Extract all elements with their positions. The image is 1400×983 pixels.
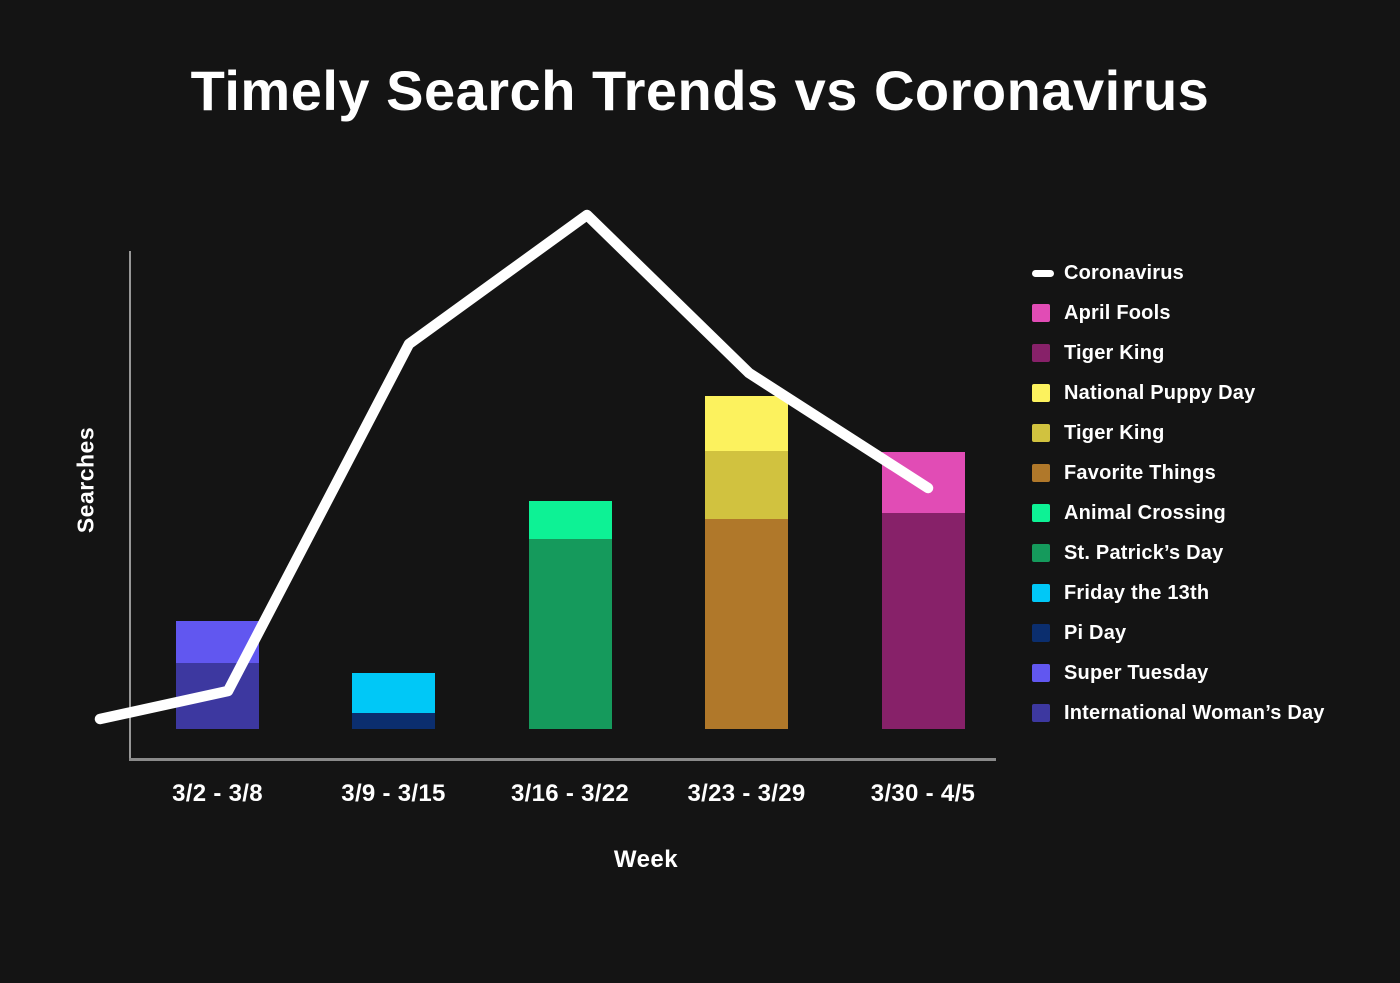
legend-square-swatch-icon — [1032, 464, 1054, 482]
x-axis-label: Week — [613, 846, 679, 873]
legend-item-label: Tiger King — [1064, 341, 1165, 364]
x-tick-label: 3/2 - 3/8 — [172, 780, 263, 807]
legend-item-label: Animal Crossing — [1064, 501, 1226, 524]
x-tick-label: 3/16 - 3/22 — [510, 780, 630, 807]
legend-item: Friday the 13th — [1032, 573, 1325, 613]
legend-square-swatch-icon — [1032, 304, 1054, 322]
legend-square-swatch-icon — [1032, 384, 1054, 402]
legend: Coronavirus April Fools Tiger King National… — [1032, 253, 1325, 733]
legend-item: April Fools — [1032, 293, 1325, 333]
legend-item: Tiger King — [1032, 413, 1325, 453]
legend-square-swatch-icon — [1032, 344, 1054, 362]
legend-square-swatch-icon — [1032, 624, 1054, 642]
legend-item: Favorite Things — [1032, 453, 1325, 493]
x-tick-label: 3/30 - 4/5 — [870, 780, 976, 807]
legend-item-label: Tiger King — [1064, 421, 1165, 444]
legend-item-label: April Fools — [1064, 301, 1171, 324]
legend-item: International Woman’s Day — [1032, 693, 1325, 733]
legend-item: Pi Day — [1032, 613, 1325, 653]
legend-item-label: Coronavirus — [1064, 261, 1185, 284]
x-tick-label: 3/9 - 3/15 — [341, 780, 446, 807]
chart-title: Timely Search Trends vs Coronavirus — [190, 59, 1210, 122]
legend-item: Coronavirus — [1032, 253, 1325, 293]
legend-item: Tiger King — [1032, 333, 1325, 373]
legend-item-label: Super Tuesday — [1064, 661, 1209, 684]
legend-line-swatch-icon — [1032, 269, 1054, 277]
legend-item-label: Favorite Things — [1064, 461, 1216, 484]
legend-item-label: Pi Day — [1064, 621, 1127, 644]
legend-square-swatch-icon — [1032, 704, 1054, 722]
legend-square-swatch-icon — [1032, 584, 1054, 602]
legend-item-label: St. Patrick’s Day — [1064, 541, 1224, 564]
legend-item: National Puppy Day — [1032, 373, 1325, 413]
legend-item-label: International Woman’s Day — [1064, 701, 1325, 724]
legend-square-swatch-icon — [1032, 664, 1054, 682]
legend-item: Super Tuesday — [1032, 653, 1325, 693]
legend-square-swatch-icon — [1032, 544, 1054, 562]
legend-square-swatch-icon — [1032, 424, 1054, 442]
legend-square-swatch-icon — [1032, 504, 1054, 522]
legend-item: St. Patrick’s Day — [1032, 533, 1325, 573]
legend-item-label: Friday the 13th — [1064, 581, 1210, 604]
legend-item-label: National Puppy Day — [1064, 381, 1256, 404]
x-axis-line — [129, 758, 996, 761]
x-tick-label: 3/23 - 3/29 — [687, 780, 806, 807]
legend-item: Animal Crossing — [1032, 493, 1325, 533]
